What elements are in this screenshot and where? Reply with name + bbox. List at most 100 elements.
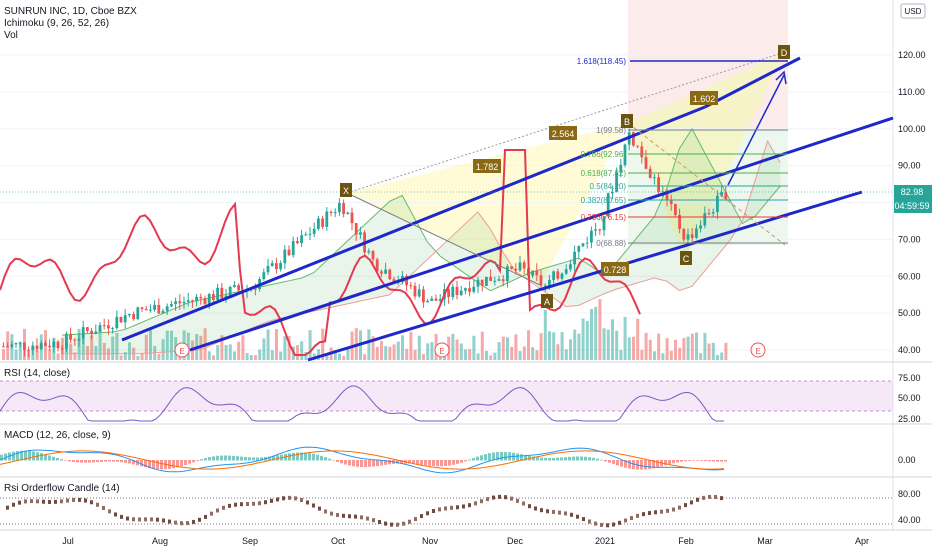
orderflow-candle — [66, 498, 69, 503]
candle-body — [472, 286, 476, 292]
orderflow-legend[interactable]: Rsi Orderflow Candle (14) — [4, 483, 120, 494]
svg-text:C: C — [683, 254, 690, 264]
macd-bar — [308, 453, 311, 461]
candle-body — [203, 298, 207, 304]
macd-bar — [380, 460, 383, 466]
candle-body — [178, 301, 182, 304]
macd-bar — [448, 460, 451, 466]
volume-bar — [266, 329, 270, 360]
ichimoku-legend[interactable]: Ichimoku (9, 26, 52, 26) — [4, 18, 109, 29]
macd-bar — [680, 460, 683, 462]
candle-body — [81, 327, 85, 339]
macd-bar — [96, 460, 99, 463]
volume-bar — [296, 345, 299, 360]
point-x-marker[interactable]: X — [340, 183, 352, 197]
candle-body — [300, 235, 303, 244]
earnings-marker-1[interactable]: E — [174, 342, 190, 358]
orderflow-tick-80: 80.00 — [898, 489, 921, 499]
candle-body — [136, 307, 140, 320]
macd-bar — [368, 460, 371, 467]
candle-body — [102, 325, 106, 327]
macd-bar — [572, 456, 575, 461]
macd-bar — [292, 452, 295, 461]
macd-bar — [184, 460, 187, 465]
candle-body — [342, 203, 345, 214]
time-tick: Sep — [242, 536, 258, 546]
candle-body — [287, 249, 291, 256]
volume-bar — [506, 337, 509, 360]
volume-bar — [501, 336, 505, 360]
point-d-marker[interactable]: D — [778, 45, 790, 59]
time-axis[interactable]: Jul Aug Sep Oct Nov Dec 2021 Feb Mar Apr — [62, 536, 869, 546]
symbol-title[interactable]: SUNRUN INC, 1D, Cboe BZX — [4, 6, 137, 17]
candle-body — [594, 229, 597, 231]
macd-bar — [600, 459, 603, 461]
channel-lower-line[interactable] — [307, 190, 863, 362]
macd-bar — [196, 460, 199, 461]
vol-legend[interactable]: Vol — [4, 30, 18, 41]
volume-bar — [333, 349, 337, 360]
candle-body — [535, 270, 539, 276]
channel-middle-line[interactable] — [189, 116, 894, 352]
svg-text:0.728: 0.728 — [604, 265, 627, 275]
orderflow-candle — [462, 504, 465, 509]
channel-upper-line[interactable] — [121, 105, 706, 342]
time-tick: Jul — [62, 536, 74, 546]
candle-body — [380, 271, 383, 274]
orderflow-candle — [480, 499, 483, 504]
candle-body — [128, 314, 131, 316]
candle-body — [86, 327, 89, 331]
volume-bar — [94, 345, 98, 360]
svg-text:D: D — [781, 48, 788, 58]
svg-text:USD: USD — [905, 7, 922, 16]
orderflow-candle — [636, 513, 639, 518]
macd-bar — [124, 460, 127, 463]
candle-body — [438, 299, 442, 301]
candle-body — [619, 165, 623, 173]
orderflow-candle — [546, 509, 549, 514]
candle-body — [661, 191, 665, 193]
volume-bar — [48, 349, 52, 360]
candle-body — [359, 232, 362, 235]
earnings-marker-3[interactable]: E — [750, 342, 766, 358]
candle-body — [144, 309, 148, 311]
point-c-marker[interactable]: C — [680, 251, 692, 265]
candle-body — [493, 280, 497, 282]
macd-legend[interactable]: MACD (12, 26, close, 9) — [4, 430, 111, 441]
macd-bar — [624, 460, 627, 468]
volume-bar — [409, 331, 413, 360]
volume-bar — [682, 338, 686, 360]
orderflow-candle — [228, 503, 231, 508]
macd-bar — [604, 460, 607, 462]
macd-bar — [248, 457, 251, 461]
orderflow-candle — [708, 494, 711, 499]
volume-bar — [590, 308, 593, 360]
currency-badge[interactable]: USD — [900, 3, 926, 19]
orderflow-candle — [54, 499, 57, 504]
macd-bar — [620, 460, 623, 467]
orderflow-candle — [528, 504, 531, 509]
volume-bar — [371, 336, 375, 360]
point-b-marker[interactable]: B — [621, 114, 633, 128]
macd-bar — [176, 460, 179, 468]
orderflow-candle — [564, 511, 567, 516]
time-tick: Mar — [757, 536, 773, 546]
candle-body — [518, 262, 522, 271]
candle-body — [716, 195, 719, 213]
volume-bar — [606, 329, 610, 360]
orderflow-candle — [432, 508, 435, 513]
earnings-marker-2[interactable]: E — [434, 342, 450, 358]
point-a-marker[interactable]: A — [541, 294, 553, 308]
orderflow-candle — [180, 521, 183, 526]
candle-body — [590, 230, 593, 243]
price-axis[interactable]: 120.00110.00100.0090.0080.0070.0060.0050… — [0, 50, 926, 355]
time-tick: Dec — [507, 536, 524, 546]
fib-levels[interactable]: 1.618(118.45) 1(99.58) 0.786(92.96) 0.618(8… — [577, 57, 788, 248]
rsi-legend[interactable]: RSI (14, close) — [4, 368, 70, 379]
volume-bar — [699, 353, 703, 360]
volume-bar — [115, 332, 119, 360]
candle-body — [317, 218, 320, 229]
macd-bar — [252, 457, 255, 461]
macd-bar — [704, 460, 707, 462]
